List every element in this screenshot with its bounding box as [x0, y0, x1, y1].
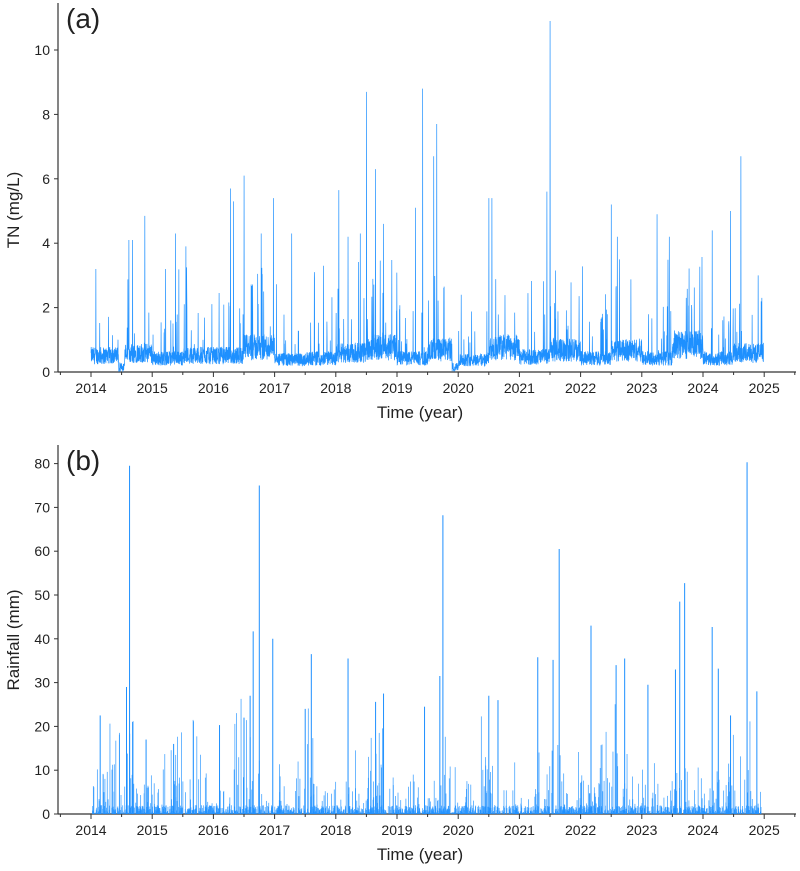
y-tick-label: 30 — [34, 675, 50, 691]
panel-a-xlabel: Time (year) — [377, 403, 463, 422]
x-tick-label: 2021 — [504, 822, 535, 838]
x-tick-label: 2023 — [626, 822, 657, 838]
x-tick-label: 2018 — [320, 822, 351, 838]
panel-b-xlabel: Time (year) — [377, 845, 463, 864]
y-tick-label: 60 — [34, 543, 50, 559]
x-tick-label: 2019 — [381, 822, 412, 838]
y-tick-label: 2 — [42, 300, 50, 316]
y-tick-label: 40 — [34, 631, 50, 647]
panel-b-label: (b) — [66, 445, 100, 476]
y-tick-label: 70 — [34, 499, 50, 515]
y-tick-label: 0 — [42, 364, 50, 380]
panel-b-ylabel: Rainfall (mm) — [4, 589, 23, 690]
x-tick-label: 2017 — [259, 380, 290, 396]
x-tick-label: 2025 — [749, 822, 780, 838]
panel-a-label: (a) — [66, 3, 100, 34]
y-tick-label: 0 — [42, 806, 50, 822]
x-tick-label: 2014 — [75, 822, 106, 838]
x-tick-label: 2020 — [443, 380, 474, 396]
x-tick-label: 2023 — [626, 380, 657, 396]
y-tick-label: 10 — [34, 42, 50, 58]
x-tick-label: 2018 — [320, 380, 351, 396]
x-tick-label: 2016 — [198, 380, 229, 396]
x-tick-label: 2019 — [381, 380, 412, 396]
y-tick-label: 20 — [34, 718, 50, 734]
x-tick-label: 2022 — [565, 380, 596, 396]
x-tick-label: 2020 — [443, 822, 474, 838]
panel-b-rainfall: (b) Time (year) Rainfall (mm) 0 10 20 30 40 5… — [4, 445, 796, 864]
y-tick-label: 8 — [42, 106, 50, 122]
panel-a-tn: (a) Time (year) TN (mg/L) 0 2 4 6 8 10 2014 201… — [4, 3, 796, 422]
x-tick-label: 2015 — [137, 822, 168, 838]
x-tick-label: 2015 — [137, 380, 168, 396]
x-tick-label: 2014 — [75, 380, 106, 396]
y-tick-label: 50 — [34, 587, 50, 603]
x-tick-label: 2022 — [565, 822, 596, 838]
y-tick-label: 6 — [42, 171, 50, 187]
x-tick-label: 2016 — [198, 822, 229, 838]
x-tick-label: 2021 — [504, 380, 535, 396]
x-tick-label: 2017 — [259, 822, 290, 838]
x-tick-label: 2025 — [749, 380, 780, 396]
panel-a-ylabel: TN (mg/L) — [4, 172, 23, 249]
x-tick-label: 2024 — [687, 822, 718, 838]
y-tick-label: 80 — [34, 456, 50, 472]
y-tick-label: 10 — [34, 762, 50, 778]
tn-series-line — [90, 21, 764, 372]
y-tick-label: 4 — [42, 235, 50, 251]
x-tick-label: 2024 — [687, 380, 718, 396]
